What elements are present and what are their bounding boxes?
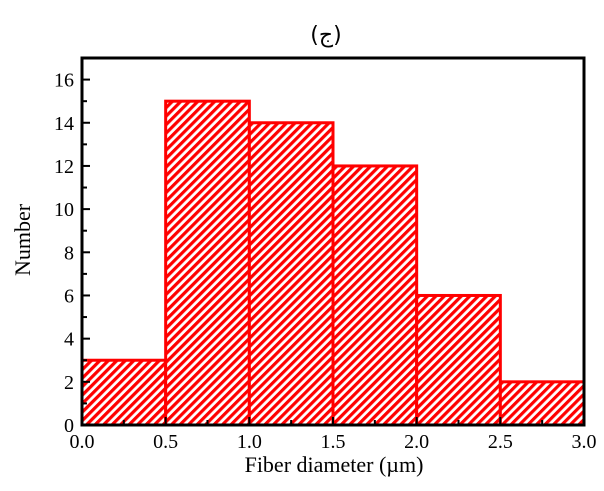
y-tick-label-4: 8 xyxy=(64,242,74,264)
y-tick-label-5: 10 xyxy=(54,199,74,221)
histogram-bar-0 xyxy=(80,358,168,427)
y-tick-label-8: 16 xyxy=(54,70,74,92)
y-tick-label-0: 0 xyxy=(64,415,74,437)
ticks-layer: 0 2 4 6 8 10 12 14 16 0.0 0.5 1.0 1.5 2.0 2.5 3.0 xyxy=(54,57,597,453)
y-tick-label-1: 2 xyxy=(64,372,74,394)
histogram-bar-3 xyxy=(331,164,419,427)
x-tick-label-0: 0.0 xyxy=(70,431,95,453)
y-tick-label-3: 6 xyxy=(64,285,74,307)
x-tick-label-4: 2.0 xyxy=(404,431,429,453)
histogram-bar-5 xyxy=(498,380,586,427)
y-tick-label-6: 12 xyxy=(54,156,74,178)
histogram-bar-4 xyxy=(415,293,502,427)
histogram-bar-1 xyxy=(164,99,251,427)
x-tick-label-5: 2.5 xyxy=(488,431,513,453)
x-axis-title: Fiber diameter (µm) xyxy=(245,452,424,477)
x-tick-label-6: 3.0 xyxy=(572,431,597,453)
y-tick-label-2: 4 xyxy=(64,329,74,351)
y-tick-label-7: 14 xyxy=(54,113,74,135)
histogram-bar-2 xyxy=(247,121,335,427)
y-axis-title: Number xyxy=(10,203,35,276)
x-tick-label-1: 0.5 xyxy=(153,431,178,453)
x-tick-label-3: 1.5 xyxy=(321,431,346,453)
x-tick-label-2: 1.0 xyxy=(237,431,262,453)
bars-layer xyxy=(80,99,586,427)
panel-label: (ج) xyxy=(310,23,341,48)
